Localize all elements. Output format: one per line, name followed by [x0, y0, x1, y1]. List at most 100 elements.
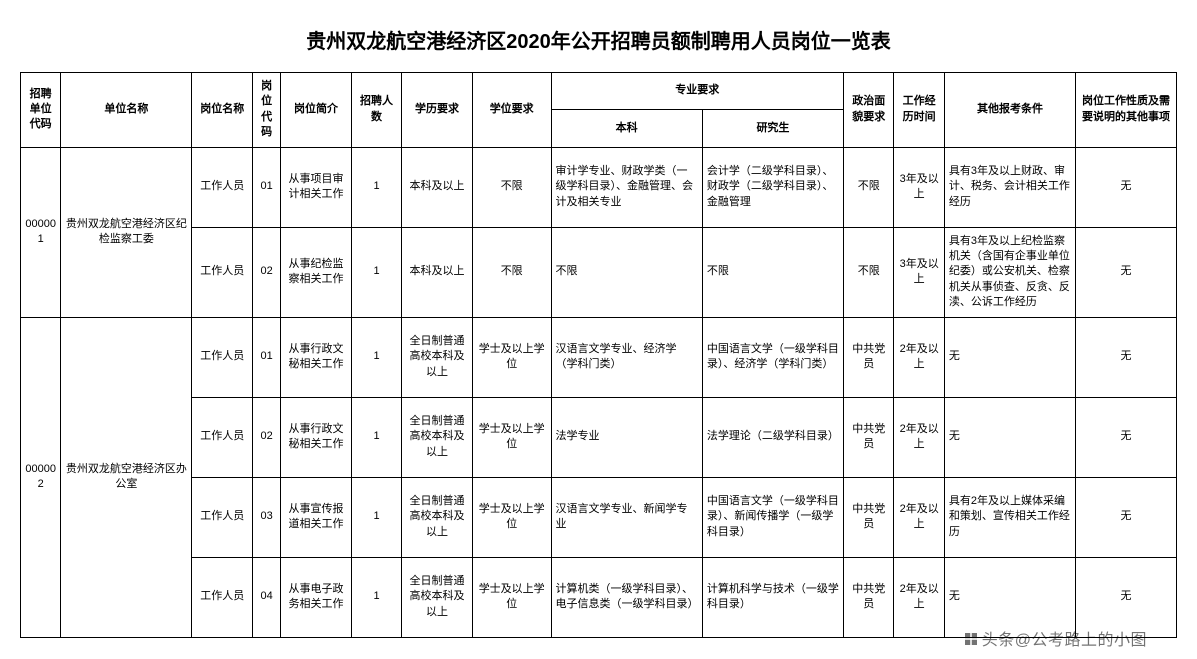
cell-count: 1 — [351, 477, 401, 557]
cell-other-req: 具有2年及以上媒体采编和策划、宣传相关工作经历 — [944, 477, 1075, 557]
cell-major-bachelor: 汉语言文学专业、经济学（学科门类） — [551, 317, 702, 397]
cell-post-code: 01 — [252, 147, 280, 227]
cell-post-desc: 从事纪检监察相关工作 — [281, 227, 352, 317]
cell-remark: 无 — [1076, 557, 1177, 637]
col-major-master: 研究生 — [702, 110, 843, 147]
cell-major-master: 中国语言文学（一级学科目录）、新闻传播学（一级学科目录） — [702, 477, 843, 557]
col-post-code: 岗位代码 — [252, 73, 280, 148]
cell-edu-req: 全日制普通高校本科及以上 — [402, 397, 473, 477]
cell-degree-req: 学士及以上学位 — [472, 317, 551, 397]
cell-post-desc: 从事宣传报道相关工作 — [281, 477, 352, 557]
col-other-req: 其他报考条件 — [944, 73, 1075, 148]
col-work-exp: 工作经历时间 — [894, 73, 944, 148]
cell-work-exp: 2年及以上 — [894, 397, 944, 477]
col-count: 招聘人数 — [351, 73, 401, 148]
cell-edu-req: 本科及以上 — [402, 227, 473, 317]
cell-degree-req: 学士及以上学位 — [472, 477, 551, 557]
col-major-req: 专业要求 — [551, 73, 844, 110]
cell-count: 1 — [351, 227, 401, 317]
cell-remark: 无 — [1076, 477, 1177, 557]
table-row: 000001贵州双龙航空港经济区纪检监察工委工作人员01从事项目审计相关工作1本… — [21, 147, 1177, 227]
job-listing-table: 招聘单位代码 单位名称 岗位名称 岗位代码 岗位简介 招聘人数 学历要求 学位要… — [20, 72, 1177, 638]
cell-political: 不限 — [844, 147, 894, 227]
cell-count: 1 — [351, 557, 401, 637]
cell-remark: 无 — [1076, 227, 1177, 317]
cell-post-name: 工作人员 — [192, 477, 253, 557]
cell-degree-req: 不限 — [472, 147, 551, 227]
cell-major-bachelor: 计算机类（一级学科目录）、电子信息类（一级学科目录） — [551, 557, 702, 637]
table-row: 工作人员02从事行政文秘相关工作1全日制普通高校本科及以上学士及以上学位法学专业… — [21, 397, 1177, 477]
cell-post-name: 工作人员 — [192, 147, 253, 227]
cell-major-bachelor: 汉语言文学专业、新闻学专业 — [551, 477, 702, 557]
cell-post-desc: 从事行政文秘相关工作 — [281, 317, 352, 397]
col-edu-req: 学历要求 — [402, 73, 473, 148]
cell-edu-req: 全日制普通高校本科及以上 — [402, 477, 473, 557]
cell-count: 1 — [351, 397, 401, 477]
cell-major-master: 中国语言文学（一级学科目录）、经济学（学科门类） — [702, 317, 843, 397]
cell-post-desc: 从事项目审计相关工作 — [281, 147, 352, 227]
cell-major-master: 不限 — [702, 227, 843, 317]
cell-political: 中共党员 — [844, 397, 894, 477]
col-political: 政治面貌要求 — [844, 73, 894, 148]
cell-unit-name: 贵州双龙航空港经济区办公室 — [61, 317, 192, 637]
header-row-1: 招聘单位代码 单位名称 岗位名称 岗位代码 岗位简介 招聘人数 学历要求 学位要… — [21, 73, 1177, 110]
cell-major-master: 会计学（二级学科目录）、财政学（二级学科目录）、金融管理 — [702, 147, 843, 227]
cell-major-master: 法学理论（二级学科目录） — [702, 397, 843, 477]
table-row: 000002贵州双龙航空港经济区办公室工作人员01从事行政文秘相关工作1全日制普… — [21, 317, 1177, 397]
cell-work-exp: 2年及以上 — [894, 557, 944, 637]
cell-political: 中共党员 — [844, 477, 894, 557]
cell-unit-code: 000002 — [21, 317, 61, 637]
cell-unit-code: 000001 — [21, 147, 61, 317]
col-unit-name: 单位名称 — [61, 73, 192, 148]
cell-major-bachelor: 法学专业 — [551, 397, 702, 477]
cell-major-master: 计算机科学与技术（一级学科目录） — [702, 557, 843, 637]
col-post-name: 岗位名称 — [192, 73, 253, 148]
table-row: 工作人员03从事宣传报道相关工作1全日制普通高校本科及以上学士及以上学位汉语言文… — [21, 477, 1177, 557]
col-post-desc: 岗位简介 — [281, 73, 352, 148]
cell-edu-req: 全日制普通高校本科及以上 — [402, 317, 473, 397]
cell-work-exp: 2年及以上 — [894, 317, 944, 397]
col-unit-code: 招聘单位代码 — [21, 73, 61, 148]
cell-other-req: 具有3年及以上财政、审计、税务、会计相关工作经历 — [944, 147, 1075, 227]
table-row: 工作人员02从事纪检监察相关工作1本科及以上不限不限不限不限3年及以上具有3年及… — [21, 227, 1177, 317]
cell-remark: 无 — [1076, 397, 1177, 477]
cell-other-req: 具有3年及以上纪检监察机关（含国有企事业单位纪委）或公安机关、检察机关从事侦查、… — [944, 227, 1075, 317]
cell-count: 1 — [351, 147, 401, 227]
cell-work-exp: 3年及以上 — [894, 147, 944, 227]
cell-political: 不限 — [844, 227, 894, 317]
col-remark: 岗位工作性质及需要说明的其他事项 — [1076, 73, 1177, 148]
cell-unit-name: 贵州双龙航空港经济区纪检监察工委 — [61, 147, 192, 317]
cell-degree-req: 不限 — [472, 227, 551, 317]
cell-other-req: 无 — [944, 557, 1075, 637]
cell-post-desc: 从事行政文秘相关工作 — [281, 397, 352, 477]
table-row: 工作人员04从事电子政务相关工作1全日制普通高校本科及以上学士及以上学位计算机类… — [21, 557, 1177, 637]
cell-edu-req: 全日制普通高校本科及以上 — [402, 557, 473, 637]
cell-post-code: 04 — [252, 557, 280, 637]
cell-remark: 无 — [1076, 147, 1177, 227]
cell-post-name: 工作人员 — [192, 557, 253, 637]
cell-post-code: 03 — [252, 477, 280, 557]
cell-post-name: 工作人员 — [192, 317, 253, 397]
cell-edu-req: 本科及以上 — [402, 147, 473, 227]
cell-post-code: 02 — [252, 227, 280, 317]
cell-other-req: 无 — [944, 397, 1075, 477]
cell-work-exp: 2年及以上 — [894, 477, 944, 557]
cell-post-code: 01 — [252, 317, 280, 397]
cell-post-desc: 从事电子政务相关工作 — [281, 557, 352, 637]
cell-degree-req: 学士及以上学位 — [472, 557, 551, 637]
cell-other-req: 无 — [944, 317, 1075, 397]
cell-count: 1 — [351, 317, 401, 397]
page-title: 贵州双龙航空港经济区2020年公开招聘员额制聘用人员岗位一览表 — [20, 25, 1177, 54]
cell-political: 中共党员 — [844, 317, 894, 397]
cell-major-bachelor: 不限 — [551, 227, 702, 317]
cell-post-name: 工作人员 — [192, 227, 253, 317]
col-major-bachelor: 本科 — [551, 110, 702, 147]
col-degree-req: 学位要求 — [472, 73, 551, 148]
cell-work-exp: 3年及以上 — [894, 227, 944, 317]
cell-political: 中共党员 — [844, 557, 894, 637]
cell-post-code: 02 — [252, 397, 280, 477]
cell-degree-req: 学士及以上学位 — [472, 397, 551, 477]
cell-post-name: 工作人员 — [192, 397, 253, 477]
cell-remark: 无 — [1076, 317, 1177, 397]
cell-major-bachelor: 审计学专业、财政学类（一级学科目录）、金融管理、会计及相关专业 — [551, 147, 702, 227]
